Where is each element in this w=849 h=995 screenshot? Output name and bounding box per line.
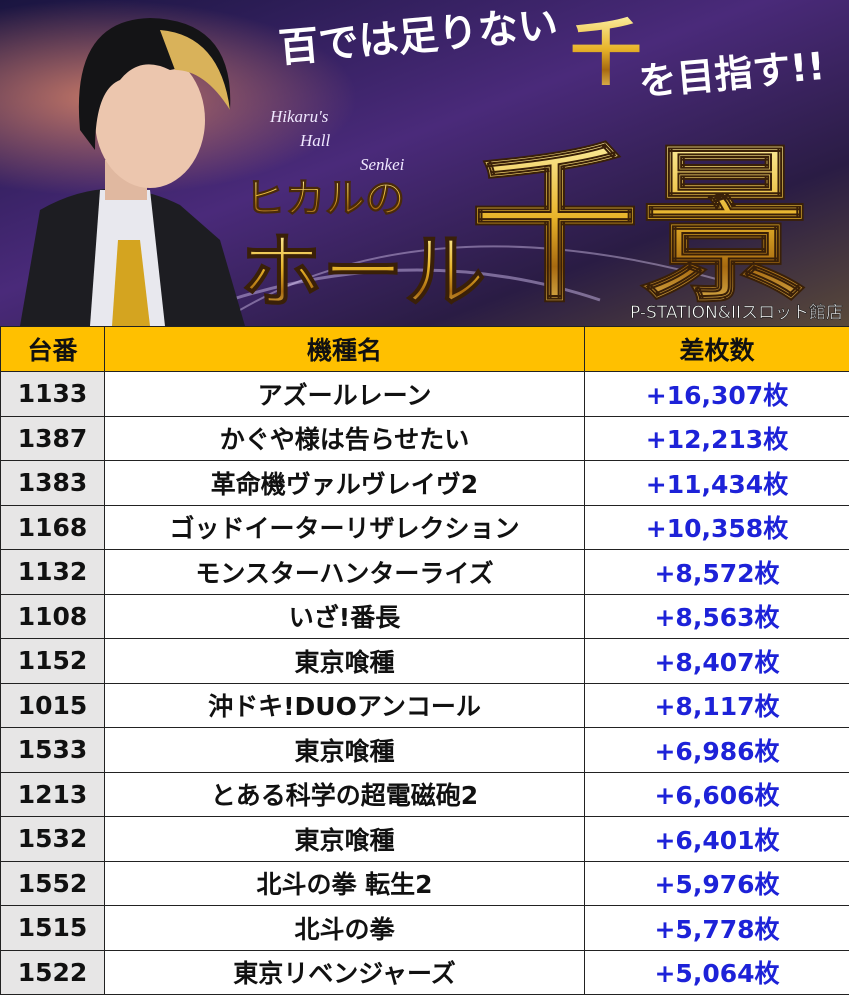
difference: +6,606枚 [584, 771, 849, 817]
swirl [239, 245, 721, 311]
subtitle-en: Hikaru's [269, 107, 329, 126]
store-name: P-STATION&IIスロット館店 [630, 303, 843, 323]
difference: +8,117枚 [584, 682, 849, 728]
machine-name: 東京リベンジャーズ [104, 949, 585, 995]
header-cell: 差枚数 [584, 326, 849, 372]
difference: +12,213枚 [584, 415, 849, 461]
row: 1387 かぐや様は告らせたい +12,213枚 [0, 415, 849, 461]
row: 1383 革命機ヴァルヴレイヴ2 +11,434枚 [0, 460, 849, 506]
machine-name: いざ!番長 [104, 593, 585, 639]
difference: +6,401枚 [584, 816, 849, 862]
machine-number: 1383 [0, 460, 105, 506]
title-main: ホール [240, 225, 486, 320]
hair-highlight [160, 30, 230, 110]
header-cell: 機種名 [104, 326, 585, 372]
machine-name: 北斗の拳 転生2 [104, 860, 585, 906]
row: 1515 北斗の拳 +5,778枚 [0, 905, 849, 951]
machine-number: 1387 [0, 415, 105, 461]
machine-number: 1213 [0, 771, 105, 817]
machine-name: とある科学の超電磁砲2 [104, 771, 585, 817]
row: 1133 アズールレーン +16,307枚 [0, 371, 849, 417]
difference: +5,778枚 [584, 905, 849, 951]
row: 1108 いざ!番長 +8,563枚 [0, 593, 849, 639]
machine-number: 1532 [0, 816, 105, 862]
machine-number: 1133 [0, 371, 105, 417]
difference: +8,572枚 [584, 549, 849, 595]
difference: +8,563枚 [584, 593, 849, 639]
machine-name: アズールレーン [104, 371, 585, 417]
difference: +5,976枚 [584, 860, 849, 906]
subtitle-en: Senkei [360, 155, 405, 174]
machine-name: モンスターハンターライズ [104, 549, 585, 595]
difference: +6,986枚 [584, 727, 849, 773]
machine-name: 東京喰種 [104, 638, 585, 684]
header-row: 台番 機種名 差枚数 [0, 326, 849, 372]
machine-number: 1515 [0, 905, 105, 951]
tagline-accent: 千 [570, 11, 642, 95]
banner: 百では足りない 千 を目指す!! Hikaru's Hall Senkei ヒカ… [0, 0, 849, 326]
machine-name: かぐや様は告らせたい [104, 415, 585, 461]
title-name: ヒカルの [245, 176, 405, 222]
subtitle-en: Hall [299, 131, 331, 150]
machine-name: 東京喰種 [104, 816, 585, 862]
machine-number: 1152 [0, 638, 105, 684]
machine-number: 1552 [0, 860, 105, 906]
row: 1132 モンスターハンターライズ +8,572枚 [0, 549, 849, 595]
header-cell: 台番 [0, 326, 105, 372]
row: 1532 東京喰種 +6,401枚 [0, 816, 849, 862]
row: 1213 とある科学の超電磁砲2 +6,606枚 [0, 771, 849, 817]
row: 1522 東京リベンジャーズ +5,064枚 [0, 949, 849, 995]
ranking-table: 台番 機種名 差枚数 1133 アズールレーン +16,307枚 1387 かぐや様は告らせ… [0, 326, 849, 995]
machine-number: 1168 [0, 504, 105, 550]
row: 1552 北斗の拳 転生2 +5,976枚 [0, 860, 849, 906]
row: 1168 ゴッドイーターリザレクション +10,358枚 [0, 504, 849, 550]
difference: +10,358枚 [584, 504, 849, 550]
face [95, 52, 205, 188]
machine-name: 沖ドキ!DUOアンコール [104, 682, 585, 728]
difference: +11,434枚 [584, 460, 849, 506]
difference: +16,307枚 [584, 371, 849, 417]
machine-number: 1522 [0, 949, 105, 995]
difference: +8,407枚 [584, 638, 849, 684]
machine-number: 1015 [0, 682, 105, 728]
machine-number: 1132 [0, 549, 105, 595]
tie [112, 240, 150, 326]
title-kanji: 千景 [470, 128, 810, 326]
machine-number: 1533 [0, 727, 105, 773]
machine-name: 革命機ヴァルヴレイヴ2 [104, 460, 585, 506]
machine-name: 北斗の拳 [104, 905, 585, 951]
row: 1533 東京喰種 +6,986枚 [0, 727, 849, 773]
difference: +5,064枚 [584, 949, 849, 995]
swirl [229, 268, 601, 302]
row: 1152 東京喰種 +8,407枚 [0, 638, 849, 684]
machine-number: 1108 [0, 593, 105, 639]
machine-name: 東京喰種 [104, 727, 585, 773]
row: 1015 沖ドキ!DUOアンコール +8,117枚 [0, 682, 849, 728]
machine-name: ゴッドイーターリザレクション [104, 504, 585, 550]
